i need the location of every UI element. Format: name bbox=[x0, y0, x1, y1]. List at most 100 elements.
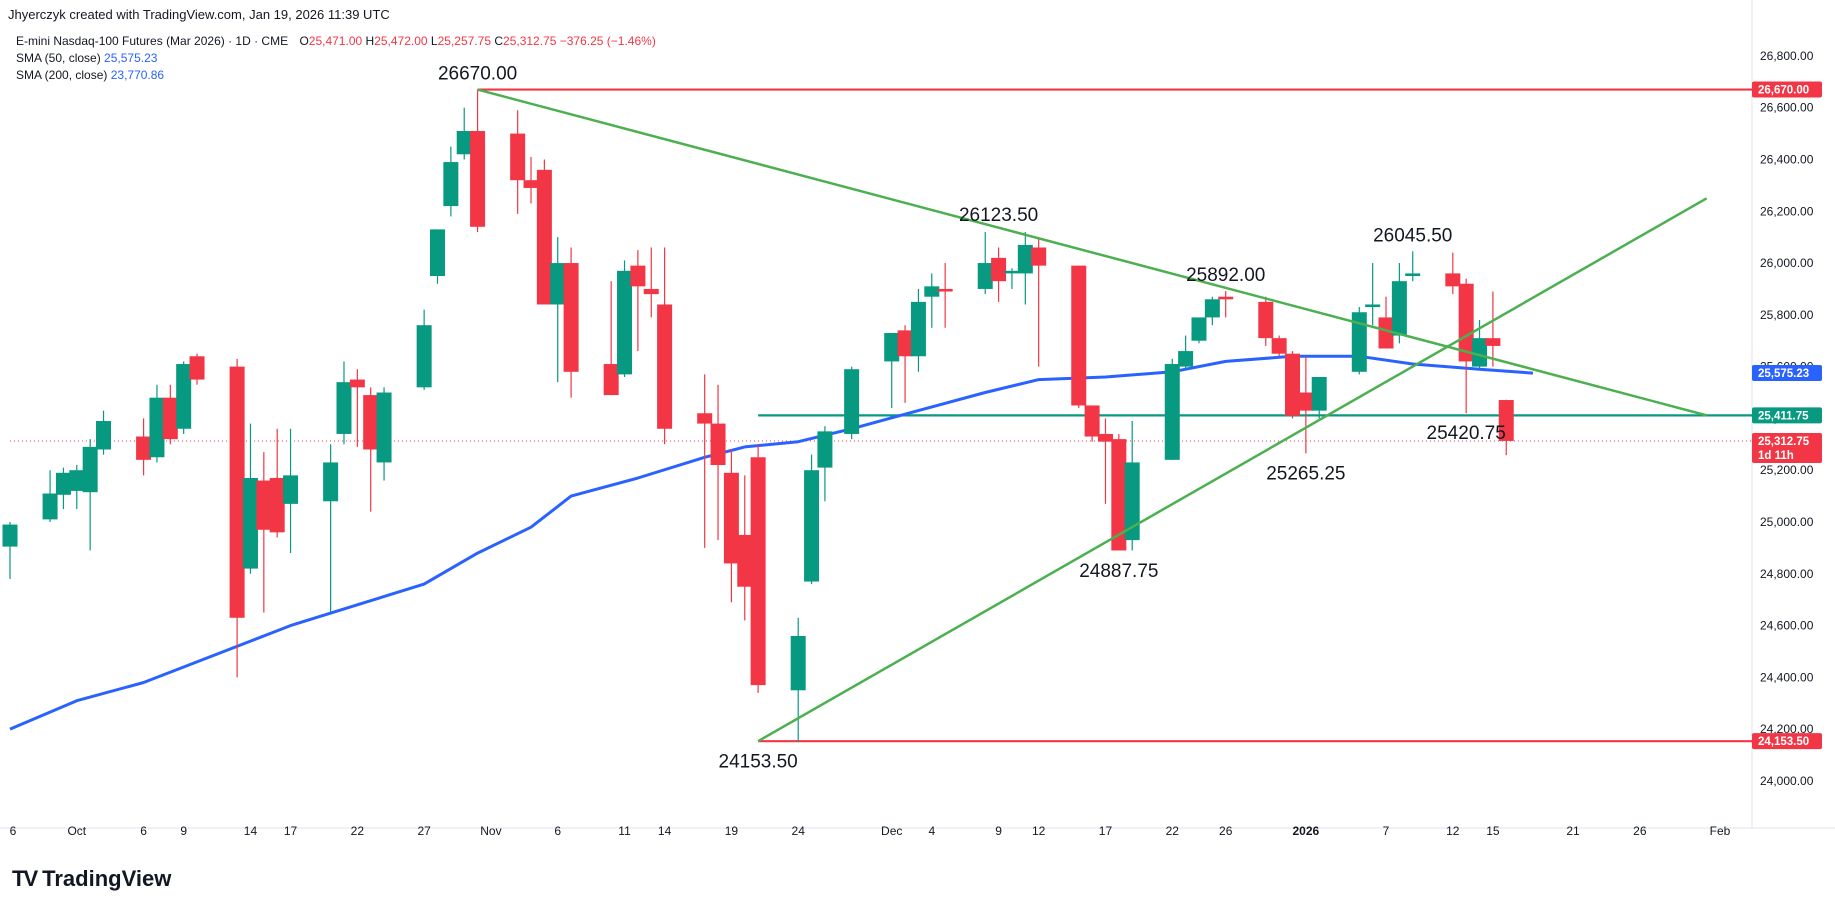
candle bbox=[1285, 351, 1300, 419]
time-tick-label: 26 bbox=[1633, 824, 1647, 838]
candle bbox=[2, 521, 18, 579]
sma200-legend[interactable]: SMA (200, close) 23,770.86 bbox=[16, 67, 656, 84]
candle-body bbox=[55, 472, 71, 495]
last-price-badge: 25,312.75 1d 11h bbox=[1752, 433, 1822, 464]
time-tick-label: 14 bbox=[658, 824, 672, 838]
price-tick-label: 24,400.00 bbox=[1760, 670, 1814, 684]
candle-body bbox=[977, 263, 993, 289]
candle bbox=[176, 361, 192, 434]
tradingview-brand[interactable]: TV TradingView bbox=[12, 866, 171, 892]
candle bbox=[149, 384, 165, 463]
candle-body bbox=[1405, 273, 1421, 276]
time-tick-label: 6 bbox=[554, 824, 561, 838]
price-annotation: 24887.75 bbox=[1079, 561, 1158, 582]
trendlines bbox=[477, 88, 1708, 743]
candle bbox=[1111, 433, 1127, 551]
sma50-polyline bbox=[9, 354, 1534, 731]
candle-body bbox=[1178, 351, 1194, 367]
price-badges: 26,670.00 24,153.50 25,411.75 25,575.23 25,3… bbox=[1752, 81, 1822, 750]
sma50-badge: 25,575.23 bbox=[1752, 365, 1822, 382]
time-tick-label: 27 bbox=[417, 824, 431, 838]
candle bbox=[1271, 335, 1287, 357]
candle bbox=[1204, 296, 1220, 326]
badge-bg bbox=[1752, 433, 1822, 464]
candle-body bbox=[283, 475, 299, 504]
price-tick-label: 26,600.00 bbox=[1760, 101, 1814, 115]
badge-bg bbox=[1752, 365, 1822, 382]
candle bbox=[349, 369, 365, 447]
ohlc-open-label: O bbox=[299, 34, 309, 48]
candle bbox=[523, 156, 539, 204]
candle-body bbox=[1498, 400, 1514, 441]
candle bbox=[1164, 358, 1180, 460]
candle-body bbox=[470, 130, 486, 227]
sma50-label: SMA (50, close) bbox=[16, 51, 101, 65]
candle bbox=[1084, 405, 1100, 442]
candle bbox=[1071, 265, 1087, 409]
candle-body bbox=[136, 436, 152, 460]
candle bbox=[189, 353, 205, 385]
candle bbox=[430, 229, 445, 284]
candle bbox=[1365, 263, 1381, 326]
candle bbox=[1124, 421, 1140, 551]
price-tick-label: 24,600.00 bbox=[1760, 619, 1814, 633]
candle-body bbox=[710, 423, 726, 466]
candle-body bbox=[897, 330, 913, 357]
candle-body bbox=[229, 366, 245, 618]
candle-body bbox=[630, 265, 646, 287]
time-tick-label: 24 bbox=[792, 824, 806, 838]
sma50-legend[interactable]: SMA (50, close) 25,575.23 bbox=[16, 50, 656, 67]
candle-body bbox=[1285, 353, 1300, 416]
candle bbox=[1445, 252, 1461, 295]
candle bbox=[1378, 296, 1394, 349]
candle-body bbox=[737, 534, 753, 587]
candle bbox=[723, 449, 739, 603]
candle-body bbox=[750, 457, 766, 686]
ohlc-high: 25,472.00 bbox=[374, 34, 428, 48]
candle bbox=[603, 281, 619, 396]
candle-body bbox=[82, 446, 98, 493]
candle bbox=[96, 410, 112, 455]
candle-body bbox=[1485, 338, 1501, 346]
candle bbox=[737, 475, 753, 621]
candle bbox=[162, 384, 178, 445]
time-tick-label: Feb bbox=[1710, 824, 1731, 838]
sma50-value: 25,575.23 bbox=[104, 51, 158, 65]
candle-body bbox=[1031, 247, 1047, 266]
candle-body bbox=[336, 382, 352, 434]
candle bbox=[470, 89, 486, 232]
candle bbox=[790, 617, 806, 743]
candle-body bbox=[96, 421, 112, 450]
candle bbox=[42, 470, 58, 522]
candle bbox=[550, 237, 566, 383]
chart-credit: Jhyerczyk created with TradingView.com, … bbox=[8, 7, 390, 22]
price-tick-label: 24,800.00 bbox=[1760, 567, 1814, 581]
price-tick-label: 24,200.00 bbox=[1760, 722, 1814, 736]
candle bbox=[1097, 418, 1113, 504]
candle-body bbox=[1365, 304, 1381, 308]
candle bbox=[657, 247, 673, 445]
candle-body bbox=[242, 477, 258, 569]
candle-body bbox=[924, 286, 940, 297]
candle bbox=[376, 387, 392, 481]
candle-body bbox=[1191, 317, 1207, 341]
candle bbox=[69, 465, 85, 510]
candle bbox=[1351, 307, 1367, 375]
candle-body bbox=[2, 524, 18, 547]
candle-body bbox=[937, 288, 953, 292]
ascending-trendline bbox=[757, 197, 1708, 743]
symbol-row[interactable]: E-mini Nasdaq-100 Futures (Mar 2026) · 1… bbox=[16, 33, 656, 50]
candle bbox=[643, 247, 659, 318]
candle-body bbox=[510, 133, 526, 181]
candle bbox=[817, 426, 833, 502]
candle-body bbox=[723, 472, 739, 564]
candle-body bbox=[443, 162, 459, 207]
candle bbox=[1405, 251, 1421, 282]
candle bbox=[630, 250, 646, 352]
candle bbox=[1391, 263, 1407, 344]
candle-body bbox=[349, 379, 365, 388]
badge-label: 26,670.00 bbox=[1758, 85, 1809, 97]
candle bbox=[363, 387, 379, 512]
time-tick-label: 26 bbox=[1219, 824, 1233, 838]
